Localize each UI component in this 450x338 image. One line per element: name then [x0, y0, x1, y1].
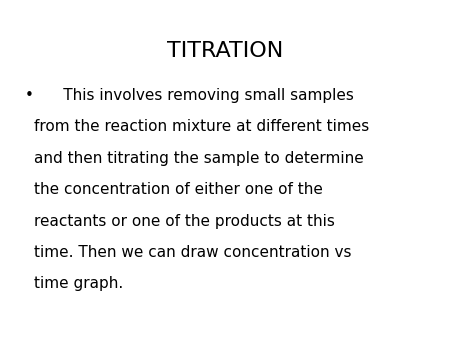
Text: time. Then we can draw concentration vs: time. Then we can draw concentration vs: [34, 245, 351, 260]
Text: •: •: [25, 88, 34, 103]
Text: the concentration of either one of the: the concentration of either one of the: [34, 182, 323, 197]
Text: from the reaction mixture at different times: from the reaction mixture at different t…: [34, 119, 369, 134]
Text: time graph.: time graph.: [34, 276, 123, 291]
Text: and then titrating the sample to determine: and then titrating the sample to determi…: [34, 151, 364, 166]
Text: TITRATION: TITRATION: [167, 41, 283, 61]
Text: reactants or one of the products at this: reactants or one of the products at this: [34, 214, 335, 228]
Text: This involves removing small samples: This involves removing small samples: [34, 88, 354, 103]
